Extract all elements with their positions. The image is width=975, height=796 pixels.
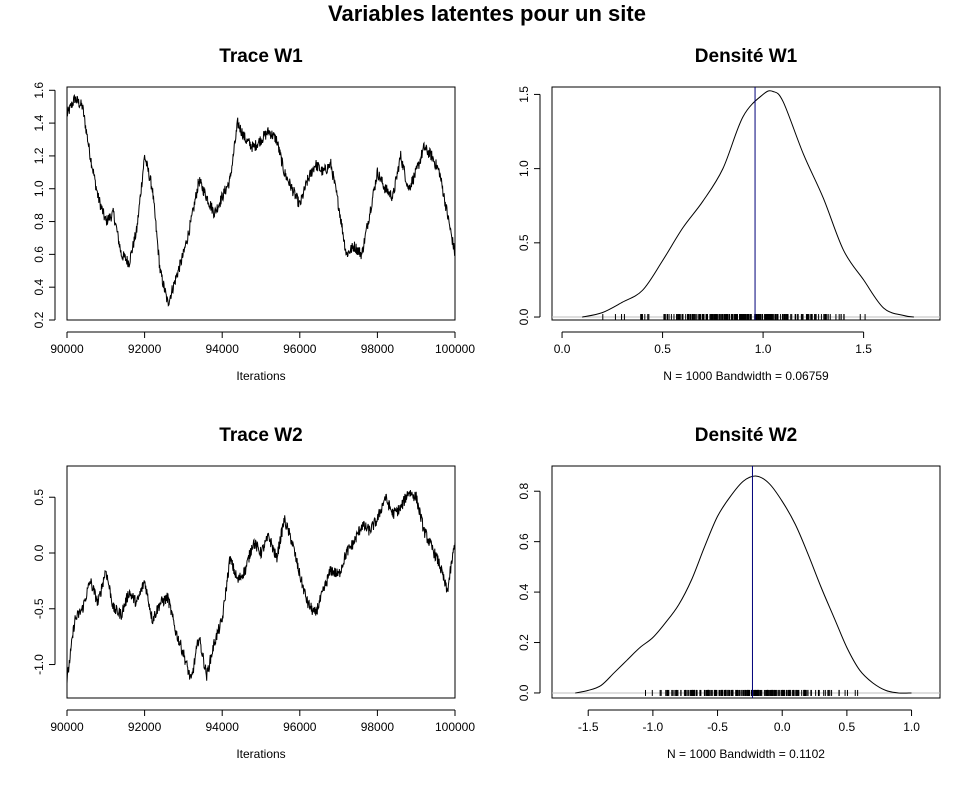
x-tick-label: -0.5 [707,720,728,734]
y-tick-label: 0.0 [517,684,531,701]
x-tick-label: 94000 [206,720,240,734]
x-tick-label: 0.0 [554,342,571,356]
x-tick-label: 98000 [361,342,395,356]
x-tick-label: 90000 [50,342,84,356]
y-tick-label: 0.2 [517,634,531,651]
chart-panel: Trace W2 Iterations 90000 92000 94000 96000 98… [32,425,475,761]
x-tick-label: 100000 [435,342,475,356]
x-tick-label: 92000 [128,720,162,734]
y-tick-label: 0.8 [517,483,531,500]
x-tick-label: 94000 [206,342,240,356]
panel-title: Densité W2 [695,425,797,446]
y-tick-label: 0.0 [32,544,46,561]
rug [644,689,859,696]
x-axis-label: Iterations [236,747,285,761]
panel-title: Densité W1 [695,46,798,67]
plot-frame [66,86,456,321]
y-tick-label: 1.2 [32,147,46,164]
plot-frame [551,465,941,699]
x-tick-label: 96000 [283,720,317,734]
y-tick-label: 1.6 [32,82,46,99]
chart-panel: Trace W1 Iterations 90000 92000 94000 96000 98… [32,46,475,383]
x-tick-label: 90000 [50,720,84,734]
x-tick-label: 1.5 [855,342,872,356]
y-tick-label: 0.6 [32,246,46,263]
x-tick-label: 1.0 [755,342,772,356]
y-tick-label: 0.2 [32,311,46,328]
y-tick-label: -1.0 [32,654,46,675]
x-tick-label: 0.5 [654,342,671,356]
chart-panel: Densité W1 N = 1000 Bandwidth = 0.06759 0.… [517,46,941,383]
y-tick-label: 1.0 [32,180,46,197]
chart-panel: Densité W2N = 1000 Bandwidth = 0.1102-1.… [517,425,941,761]
y-tick-label: -0.5 [32,598,46,619]
x-axis-label: N = 1000 Bandwidth = 0.1102 [667,747,825,761]
x-tick-label: 1.0 [903,720,920,734]
x-tick-label: 98000 [361,720,395,734]
plot-frame [551,86,941,321]
trace-line [66,489,456,684]
x-axis-label: N = 1000 Bandwidth = 0.06759 [663,369,829,383]
y-tick-label: 1.5 [517,86,531,103]
x-tick-label: 0.0 [774,720,791,734]
x-axis-label: Iterations [236,369,285,383]
panel-title: Trace W2 [219,425,302,446]
y-tick-label: 0.6 [517,533,531,550]
x-tick-label: -1.5 [578,720,599,734]
y-tick-label: 1.4 [32,114,46,131]
x-tick-label: 96000 [283,342,317,356]
panel-title: Trace W1 [219,46,303,67]
main-title: Variables latentes pour un site [328,1,646,26]
x-tick-label: 0.5 [839,720,856,734]
y-tick-label: 1.0 [517,160,531,177]
y-tick-label: 0.0 [517,308,531,325]
trace-line [66,93,456,307]
density-curve [582,90,914,318]
y-tick-label: 0.5 [32,489,46,506]
plot-frame [66,465,456,699]
x-tick-label: 100000 [435,720,475,734]
x-tick-label: -1.0 [643,720,664,734]
y-tick-label: 0.4 [517,583,531,600]
density-curve [575,475,912,694]
x-tick-label: 92000 [128,342,162,356]
rug [602,314,866,321]
y-tick-label: 0.4 [32,279,46,296]
y-tick-label: 0.5 [517,234,531,251]
y-tick-label: 0.8 [32,213,46,230]
